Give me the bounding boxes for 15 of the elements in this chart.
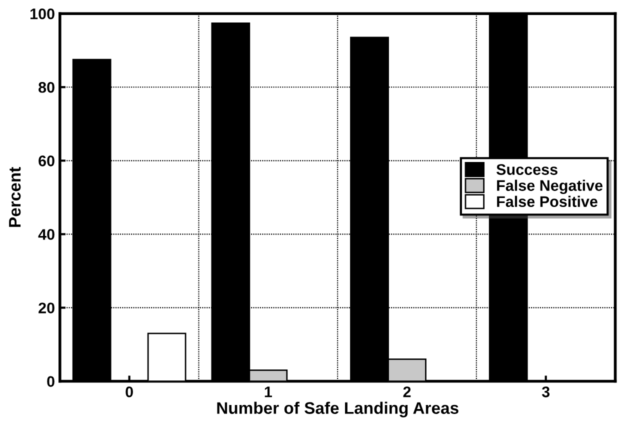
x-tick-label: 2: [403, 386, 411, 398]
x-tick-label: 0: [126, 386, 133, 398]
x-tick-label: 1: [264, 386, 272, 398]
legend-label: False Positive: [497, 196, 598, 208]
legend-label: Success: [496, 164, 558, 175]
y-tick-label: 60: [38, 156, 54, 166]
y-tick-label: 100: [30, 8, 54, 20]
y-axis-title: Percent: [9, 167, 21, 227]
y-tick-label: 40: [38, 229, 54, 240]
x-tick-label: 3: [542, 386, 550, 398]
legend-label: False Negative: [497, 180, 603, 194]
y-tick-label: 20: [38, 302, 54, 314]
y-tick-label: 0: [47, 376, 54, 387]
x-axis-title: Number of Safe Landing Areas: [217, 402, 458, 418]
y-tick-label: 80: [38, 82, 54, 93]
